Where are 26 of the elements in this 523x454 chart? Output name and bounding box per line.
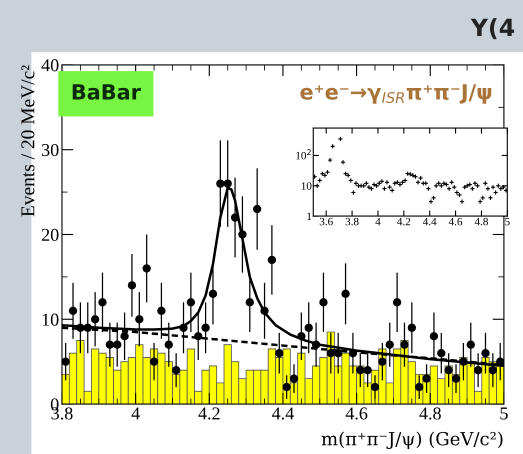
x-tick-label: 5	[500, 408, 508, 420]
x-tick-label: 4	[131, 407, 140, 420]
annotation: BaBar	[72, 84, 141, 100]
x-tick-label: 4.8	[474, 218, 488, 226]
annotation: e⁺e⁻→γ$_{ISR}$π⁺π⁻J/ψ	[300, 84, 492, 104]
x-tick-label: 4.6	[346, 407, 368, 420]
x-tick-label: 4.2	[397, 218, 410, 226]
x-tick-label: 5	[505, 218, 510, 226]
x-tick-label: 3.6	[320, 218, 333, 226]
x-tick-label: 4.8	[419, 407, 441, 420]
y-tick-label: 1	[307, 212, 312, 220]
y-tick-label: 10	[302, 182, 312, 190]
x-tick-label: 4.2	[198, 407, 220, 420]
y-tick-label: 40	[41, 59, 59, 72]
x-tick-label: 4.4	[272, 407, 294, 420]
x-tick-label: 3.8	[346, 218, 359, 226]
y-tick-label: 10	[42, 314, 59, 326]
y-tick-label: 20	[42, 228, 59, 241]
x-tick-label: 4.4	[422, 218, 436, 226]
y-tick-label: 30	[42, 144, 59, 156]
x-axis-title: m(π⁺π⁻J/ψ) (GeV/c²)	[322, 432, 502, 450]
y-tick-label: 10$^{2}$	[296, 149, 311, 160]
x-tick-label: 4	[375, 218, 381, 226]
x-tick-label: 4.6	[448, 218, 462, 226]
chart-title: Y(4	[470, 18, 514, 40]
y-axis-title: Events / 20 MeV/c²	[21, 65, 35, 217]
